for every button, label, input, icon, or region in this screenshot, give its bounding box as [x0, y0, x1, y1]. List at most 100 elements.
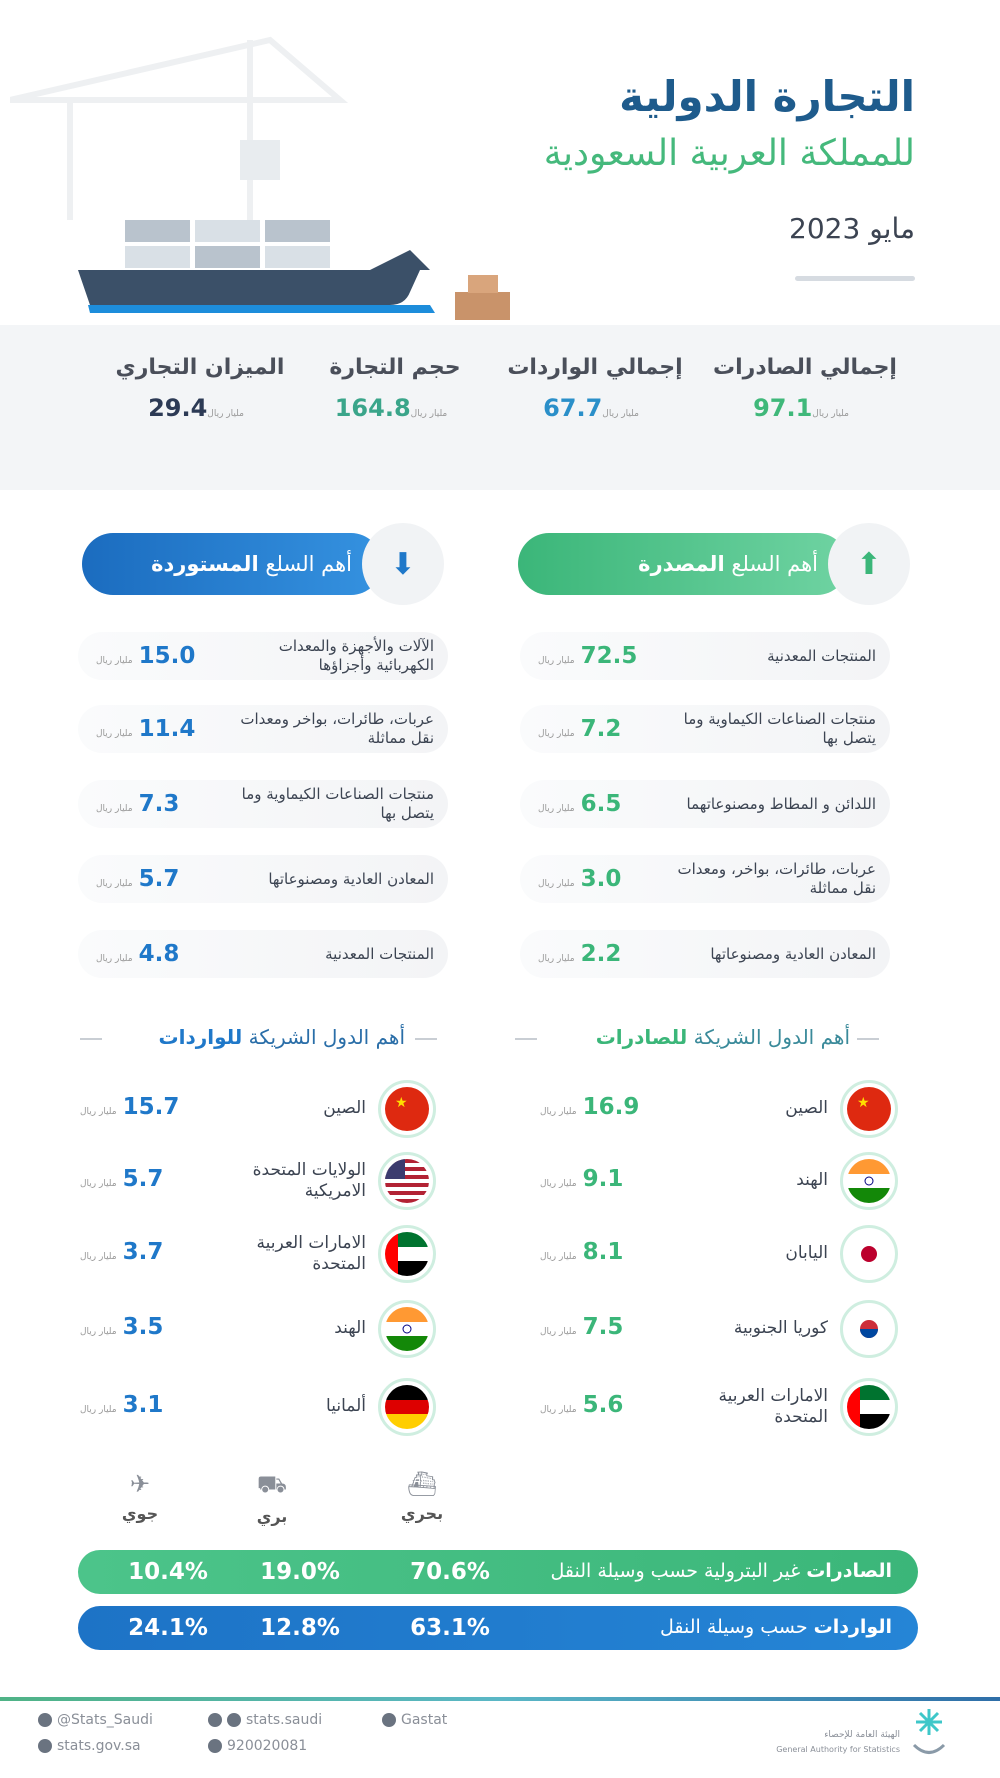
stat-value-wrap: مليار ريال67.7: [495, 394, 695, 422]
value: 7.2: [580, 716, 622, 742]
usa-flag-icon: [378, 1152, 436, 1210]
divider: [795, 276, 915, 281]
stat-value-wrap: مليار ريال29.4: [100, 394, 300, 422]
country-name: الصين: [323, 1098, 366, 1118]
unit: مليار ريال: [80, 1179, 117, 1189]
country-name: الامارات العربية المتحدة: [256, 1233, 366, 1274]
product-name: المنتجات المعدنية: [767, 646, 876, 665]
exports-transport-bar: الصادرات غير البترولية حسب وسيلة النقل 7…: [78, 1550, 918, 1594]
linkedin-icon: [382, 1713, 396, 1727]
value: 15.0: [138, 643, 196, 669]
partner-value: مليار ريال 7.5: [540, 1314, 680, 1340]
imports-header-text: أهم السلع المستوردة: [151, 552, 352, 576]
label-rest: حسب وسيلة النقل: [660, 1616, 808, 1638]
social-handle: stats.saudi: [246, 1712, 323, 1728]
china-flag-icon: ★: [378, 1080, 436, 1138]
transport-air: ✈ جوي: [100, 1470, 180, 1523]
product-name: عربات، طائرات، بواخر ومعدات نقل مماثلة: [240, 710, 434, 747]
land-percent: 12.8%: [260, 1615, 340, 1641]
exports-header-prefix: أهم السلع: [731, 552, 818, 576]
label-bold: الصادرات: [806, 1560, 892, 1582]
unit: مليار ريال: [80, 1252, 117, 1262]
stat-value-wrap: مليار ريال164.8: [295, 394, 495, 422]
unit: مليار ريال: [538, 954, 575, 964]
value: 7.3: [138, 791, 180, 817]
partner-value: مليار ريال 3.1: [80, 1392, 220, 1418]
stat-value: 67.7: [543, 394, 603, 422]
unit: مليار ريال: [96, 804, 133, 814]
china-flag-icon: ★: [840, 1080, 898, 1138]
country-name: الهند: [334, 1318, 366, 1338]
value: 3.5: [122, 1314, 164, 1340]
transport-land: ⛟ بري: [232, 1470, 312, 1526]
svg-text:★: ★: [395, 1095, 408, 1111]
stat-unit: مليار ريال: [602, 409, 639, 419]
product-name: اللدائن و المطاط ومصنوعاتهما: [686, 794, 876, 813]
box-down-icon: ⬇: [362, 523, 444, 605]
air-percent: 10.4%: [128, 1559, 208, 1585]
page-subtitle: للمملكة العربية السعودية: [543, 133, 915, 174]
korea-flag-icon: [840, 1300, 898, 1358]
partner-value: مليار ريال 5.7: [80, 1166, 220, 1192]
stat-unit: مليار ريال: [812, 409, 849, 419]
sea-percent: 70.6%: [410, 1559, 490, 1585]
transport-sea: ⛴ بحري: [382, 1470, 462, 1523]
stat-value: 29.4: [148, 394, 208, 422]
unit: مليار ريال: [96, 656, 133, 666]
stat-value: 164.8: [334, 394, 411, 422]
heading-bold: للواردات: [158, 1025, 243, 1049]
unit: مليار ريال: [538, 804, 575, 814]
value-wrap: مليار ريال 4.8: [96, 941, 179, 967]
unit: مليار ريال: [96, 729, 133, 739]
phone-link[interactable]: 920020081: [208, 1738, 307, 1754]
country-name: الامارات العربية المتحدة: [718, 1386, 828, 1427]
heading-prefix: أهم الدول الشريكة: [248, 1025, 405, 1049]
page-title: التجارة الدولية: [619, 72, 915, 121]
svg-text:★: ★: [857, 1095, 870, 1111]
value-wrap: مليار ريال 7.2: [538, 716, 621, 742]
import-partners-heading: أهم الدول الشريكة للواردات: [159, 1025, 406, 1049]
value: 3.0: [580, 866, 622, 892]
transport-label: بحري: [400, 1504, 444, 1523]
twitter-link[interactable]: @Stats_Saudi: [38, 1712, 153, 1728]
value: 3.1: [122, 1392, 164, 1418]
gastat-logo: [908, 1705, 950, 1765]
stat-label: إجمالي الصادرات: [713, 355, 897, 380]
export-partners-heading: أهم الدول الشريكة للصادرات: [596, 1025, 850, 1049]
value: 3.7: [122, 1239, 164, 1265]
partner-value: مليار ريال 16.9: [540, 1094, 680, 1120]
product-name: منتجات الصناعات الكيماوية وما يتصل بها: [683, 710, 876, 747]
ship-icon: ⛴: [406, 1470, 438, 1498]
export-product-row: مليار ريال 6.5 اللدائن و المطاط ومصنوعاتهم…: [520, 780, 890, 828]
label-rest: غير البترولية حسب وسيلة النقل: [550, 1560, 801, 1582]
value-wrap: مليار ريال 5.7: [96, 866, 179, 892]
stat-label: إجمالي الواردات: [507, 355, 683, 380]
value: 5.7: [138, 866, 180, 892]
value: 2.2: [580, 941, 622, 967]
social-link[interactable]: stats.saudi: [208, 1712, 322, 1728]
stat-card: الميزان التجاري مليار ريال29.4: [100, 355, 300, 422]
value: 8.1: [582, 1239, 624, 1265]
website-link[interactable]: stats.gov.sa: [38, 1738, 141, 1754]
unit: مليار ريال: [538, 879, 575, 889]
air-percent: 24.1%: [128, 1615, 208, 1641]
product-name: منتجات الصناعات الكيماوية وما يتصل بها: [241, 785, 434, 822]
value-wrap: مليار ريال 6.5: [538, 791, 621, 817]
unit: مليار ريال: [96, 879, 133, 889]
product-name: المنتجات المعدنية: [325, 944, 434, 963]
phone-icon: [208, 1739, 222, 1753]
ship-illustration: [10, 36, 510, 320]
export-product-row: مليار ريال 7.2 منتجات الصناعات الكيماوية و…: [520, 705, 890, 753]
uae-flag-icon: [840, 1378, 898, 1436]
japan-flag-icon: [840, 1225, 898, 1283]
unit: مليار ريال: [538, 656, 575, 666]
india-flag-icon: [378, 1300, 436, 1358]
footer-divider: [0, 1697, 1000, 1701]
label-bold: الواردات: [813, 1616, 892, 1638]
imports-header-bold: المستوردة: [151, 552, 259, 576]
unit: مليار ريال: [80, 1107, 117, 1117]
partner-value: مليار ريال 9.1: [540, 1166, 680, 1192]
linkedin-link[interactable]: Gastat: [382, 1712, 447, 1728]
country-name: ألمانيا: [326, 1396, 366, 1416]
land-percent: 19.0%: [260, 1559, 340, 1585]
